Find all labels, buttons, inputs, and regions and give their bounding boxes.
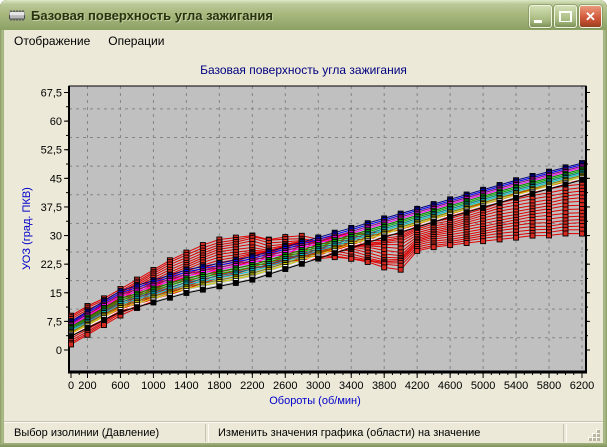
minimize-icon bbox=[534, 19, 542, 23]
status-left-text: Выбор изолинии (Давление) bbox=[14, 427, 160, 439]
status-separator-2 bbox=[563, 424, 567, 442]
window-title: Базовая поверхность угла зажигания bbox=[31, 7, 273, 23]
svg-text:5800: 5800 bbox=[537, 380, 561, 392]
window-frame-bottom bbox=[0, 443, 607, 447]
svg-text:4200: 4200 bbox=[405, 380, 429, 392]
window-frame-right bbox=[603, 30, 607, 447]
svg-text:600: 600 bbox=[111, 380, 129, 392]
resize-grip[interactable] bbox=[587, 428, 601, 442]
svg-text:5000: 5000 bbox=[471, 380, 495, 392]
maximize-icon bbox=[559, 11, 572, 22]
status-right-text: Изменить значения графика (области) на з… bbox=[218, 427, 481, 439]
close-button[interactable]: ✕ bbox=[579, 5, 602, 28]
svg-text:15: 15 bbox=[50, 288, 62, 300]
svg-text:Обороты (об/мин): Обороты (об/мин) bbox=[269, 395, 361, 407]
svg-text:3800: 3800 bbox=[372, 380, 396, 392]
chart-panel: Базовая поверхность угла зажигания 0 7,5 1… bbox=[4, 52, 603, 421]
svg-text:200: 200 bbox=[78, 380, 96, 392]
svg-text:4600: 4600 bbox=[438, 380, 462, 392]
svg-text:6200: 6200 bbox=[570, 380, 594, 392]
svg-text:22,5: 22,5 bbox=[41, 259, 62, 271]
title-bar[interactable]: Базовая поверхность угла зажигания ✕ bbox=[0, 0, 607, 30]
svg-text:45: 45 bbox=[50, 173, 62, 185]
svg-text:0: 0 bbox=[68, 380, 74, 392]
svg-text:52,5: 52,5 bbox=[41, 145, 62, 157]
menu-bar: Отображение Операции bbox=[4, 30, 603, 53]
svg-text:1400: 1400 bbox=[174, 380, 198, 392]
svg-text:37,5: 37,5 bbox=[41, 202, 62, 214]
svg-text:30: 30 bbox=[50, 231, 62, 243]
window-frame-left bbox=[0, 30, 4, 447]
svg-text:1000: 1000 bbox=[141, 380, 165, 392]
svg-text:2200: 2200 bbox=[240, 380, 264, 392]
svg-text:1800: 1800 bbox=[207, 380, 231, 392]
svg-text:0: 0 bbox=[56, 345, 62, 357]
svg-text:7,5: 7,5 bbox=[47, 316, 62, 328]
svg-text:УОЗ (град. ПКВ): УОЗ (град. ПКВ) bbox=[21, 187, 33, 270]
svg-text:5400: 5400 bbox=[504, 380, 528, 392]
chart-title: Базовая поверхность угла зажигания bbox=[200, 63, 407, 77]
chip-icon bbox=[9, 10, 25, 21]
status-separator bbox=[205, 424, 209, 442]
menu-item-operations[interactable]: Операции bbox=[108, 34, 165, 48]
maximize-button[interactable] bbox=[554, 5, 577, 28]
status-bar: Выбор изолинии (Давление) Изменить значе… bbox=[4, 421, 603, 444]
menu-item-display[interactable]: Отображение bbox=[14, 34, 91, 48]
close-icon: ✕ bbox=[585, 8, 596, 24]
chart-svg[interactable]: 0 7,5 15 22,5 30 37,5 45 52,5 60 67,5 0 200 600 1000 1… bbox=[0, 52, 607, 421]
svg-text:3000: 3000 bbox=[306, 380, 330, 392]
minimize-button[interactable] bbox=[529, 5, 552, 28]
svg-text:60: 60 bbox=[50, 116, 62, 128]
svg-text:2600: 2600 bbox=[273, 380, 297, 392]
svg-text:3400: 3400 bbox=[339, 380, 363, 392]
svg-text:67,5: 67,5 bbox=[41, 88, 62, 100]
